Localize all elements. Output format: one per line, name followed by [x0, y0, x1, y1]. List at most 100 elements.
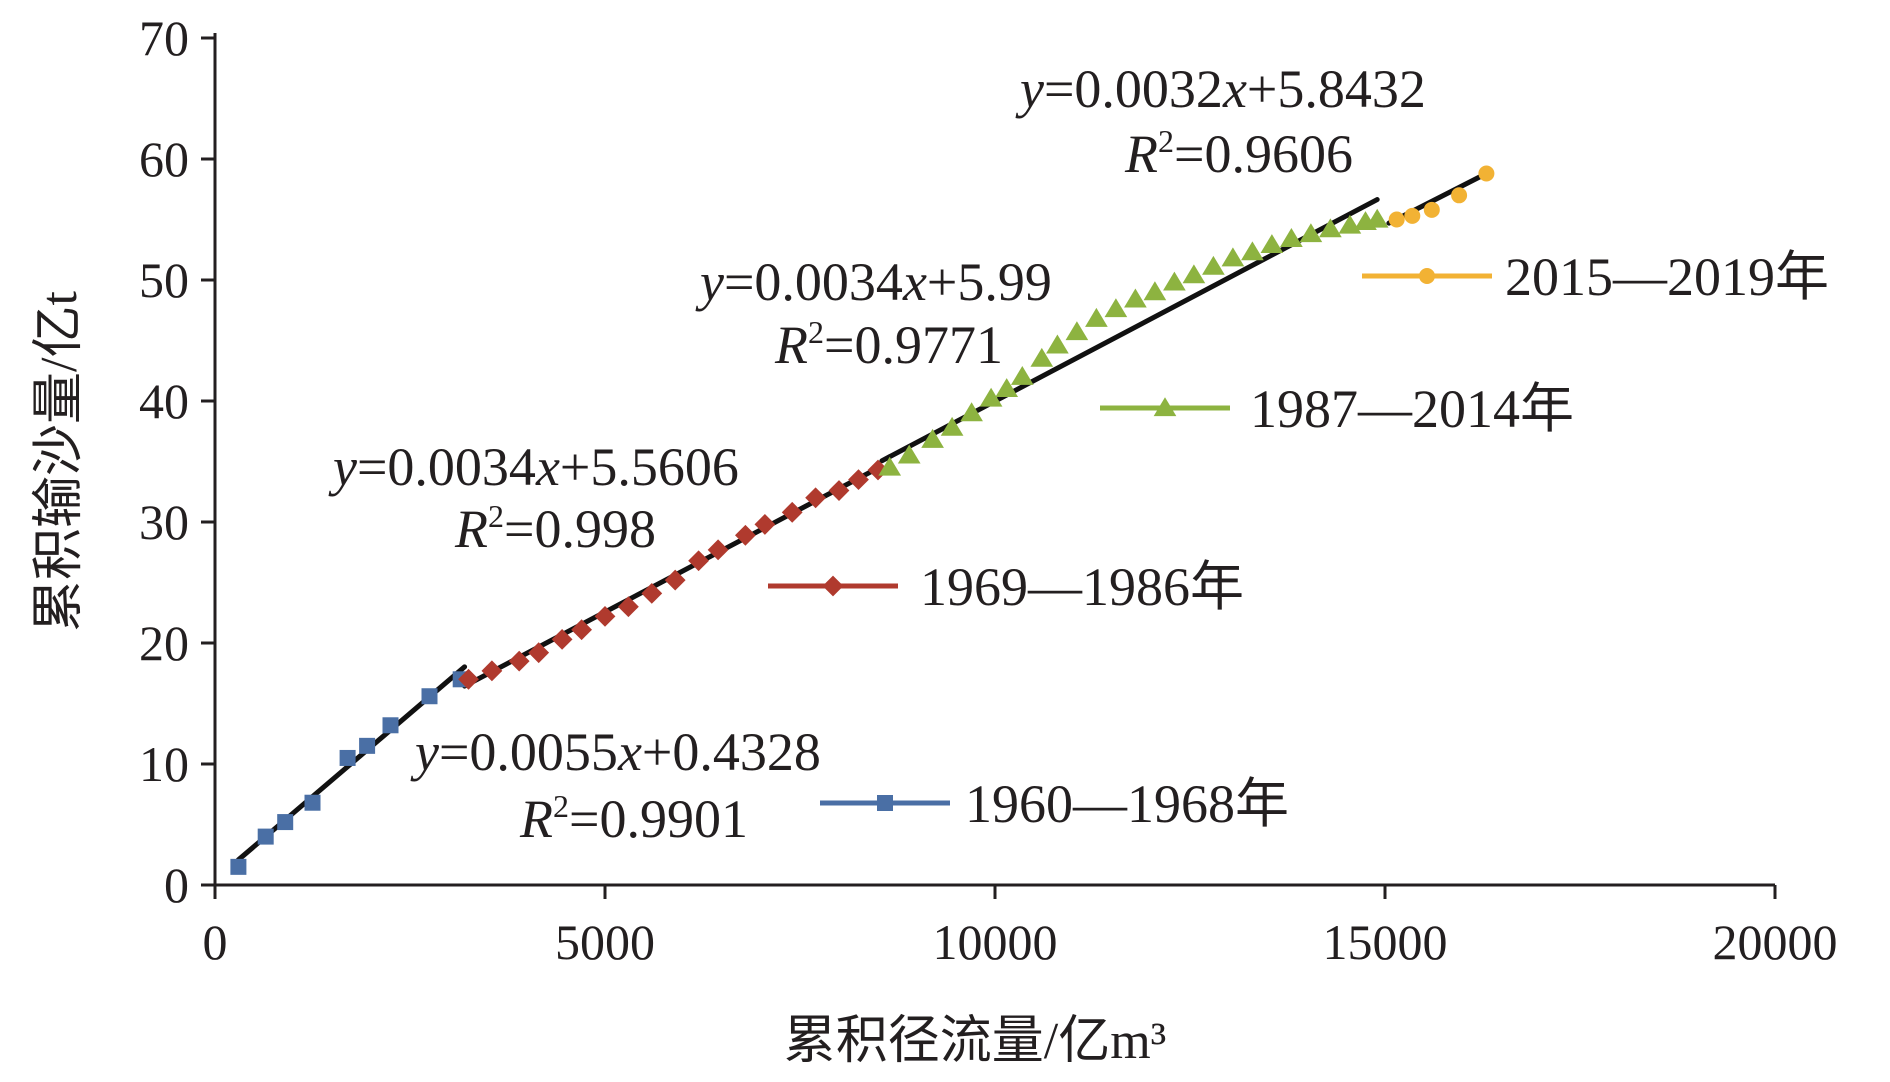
series-2	[458, 459, 889, 690]
data-point	[1010, 366, 1034, 385]
legend-label: 1960—1968年	[965, 774, 1289, 834]
data-point	[1143, 281, 1167, 301]
data-point	[551, 628, 573, 650]
y-tick-label: 70	[139, 10, 189, 66]
regression-equation: y=0.0055x+0.4328	[410, 722, 821, 782]
data-point	[458, 668, 479, 690]
data-point	[878, 456, 902, 476]
data-point	[828, 480, 850, 501]
data-point	[1280, 228, 1303, 247]
data-point	[1085, 307, 1108, 327]
legend-marker	[822, 575, 844, 597]
data-point	[1478, 165, 1495, 182]
data-point	[304, 794, 321, 811]
data-point	[1104, 298, 1128, 318]
y-tick-label: 60	[139, 131, 189, 187]
data-point	[995, 378, 1019, 397]
data-point	[781, 501, 803, 523]
data-point	[1241, 241, 1264, 261]
data-point	[940, 416, 964, 436]
x-tick-label: 5000	[555, 914, 655, 970]
data-point	[1388, 211, 1405, 228]
data-point	[979, 387, 1003, 407]
data-point	[1423, 201, 1440, 218]
data-point	[1404, 207, 1421, 224]
series-1	[230, 671, 469, 875]
data-point	[848, 469, 869, 491]
data-point	[421, 688, 438, 705]
x-tick-label: 20000	[1713, 914, 1838, 970]
legend-marker	[1153, 397, 1177, 417]
regression-equation: y=0.0034x+5.5606	[328, 437, 739, 497]
data-point	[960, 402, 983, 422]
x-tick-label: 10000	[933, 914, 1058, 970]
axes: 0 5000 10000 15000 20000 0 10 20 30 40 50 60 70	[139, 10, 1838, 970]
regression-equation: y=0.0032x+5.8432	[1015, 59, 1426, 119]
data-point	[664, 569, 686, 591]
legend-item-2: 1969—1986年	[768, 557, 1244, 617]
legend-item-1: 1960—1968年	[820, 774, 1289, 834]
x-axis-title: 累积径流量/亿m³	[784, 1013, 1167, 1070]
data-point	[641, 582, 663, 604]
y-axis-title: 累积输沙量/亿t	[31, 291, 88, 632]
data-point	[508, 650, 530, 672]
r-squared-label: R2=0.9606	[1124, 123, 1353, 184]
data-marks	[230, 165, 1495, 875]
data-point	[1065, 321, 1089, 341]
y-tick-label: 20	[139, 615, 189, 671]
data-point	[230, 858, 247, 875]
data-point	[754, 514, 776, 535]
y-tick-label: 50	[139, 252, 189, 308]
data-point	[1451, 187, 1468, 204]
legend-marker	[877, 795, 893, 811]
data-point	[1221, 247, 1245, 267]
legend-marker	[1419, 268, 1435, 284]
data-point	[707, 539, 729, 561]
data-point	[1182, 264, 1206, 284]
data-point	[339, 749, 356, 766]
data-point	[1124, 288, 1147, 308]
series-4	[1388, 165, 1495, 228]
y-tick-label: 0	[164, 857, 189, 913]
data-point	[805, 487, 826, 509]
data-point	[688, 550, 709, 572]
series-3	[878, 208, 1389, 476]
data-point	[594, 605, 616, 627]
x-tick-label: 15000	[1323, 914, 1448, 970]
data-point	[1365, 208, 1389, 228]
r-squared-label: R2=0.998	[454, 498, 656, 559]
data-point	[481, 660, 503, 682]
legend: 1960—1968年 1969—1986年 1987—2014年 2015—2019年	[768, 247, 1829, 834]
data-point	[1046, 334, 1069, 354]
data-point	[257, 828, 274, 845]
data-point	[382, 717, 399, 734]
data-point	[1319, 218, 1342, 238]
regression-equation: y=0.0034x+5.99	[695, 252, 1052, 312]
legend-label: 2015—2019年	[1505, 247, 1829, 307]
r-squared-label: R2=0.9771	[774, 314, 1003, 375]
data-point	[897, 444, 921, 464]
data-point	[921, 428, 944, 448]
data-point	[1030, 347, 1054, 367]
data-point	[359, 737, 376, 754]
legend-item-4: 2015—2019年	[1362, 247, 1829, 307]
data-point	[277, 814, 294, 831]
r-squared-label: R2=0.9901	[519, 788, 748, 849]
legend-label: 1987—2014年	[1250, 379, 1574, 439]
data-point	[571, 619, 592, 641]
y-tick-label: 30	[139, 494, 189, 550]
data-point	[618, 596, 639, 618]
data-point	[735, 524, 756, 546]
y-tick-label: 40	[139, 373, 189, 429]
data-point	[528, 642, 550, 664]
data-point	[1202, 255, 1225, 275]
legend-item-3: 1987—2014年	[1100, 379, 1574, 439]
legend-label: 1969—1986年	[920, 557, 1244, 617]
data-point	[1163, 271, 1186, 291]
